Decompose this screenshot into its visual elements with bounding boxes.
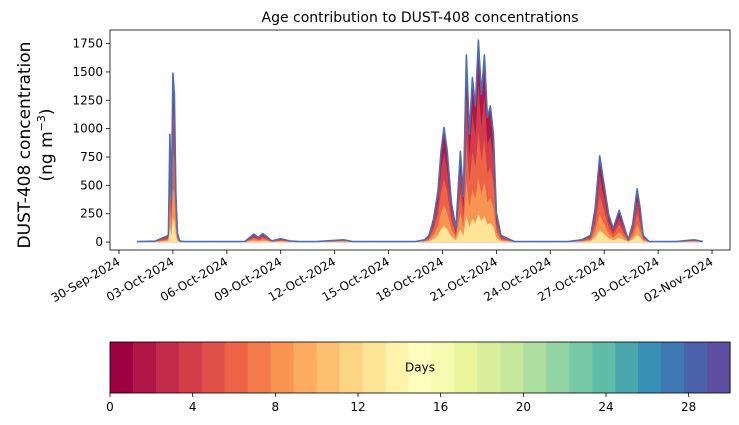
y-axis-ticks: 0 250 500 750 1000 1250 1500 1750 [72,37,110,249]
y-tick-label: 1500 [72,65,103,79]
total-series-line [136,39,704,243]
y-tick-label: 0 [95,235,103,249]
colorbar-tick-label: 24 [598,400,613,414]
colorbar-swatch [224,342,249,393]
colorbar-tick-label: 20 [516,400,531,414]
y-tick-label: 750 [80,150,103,164]
colorbar-swatch [155,342,180,393]
plot-frame [109,29,731,251]
colorbar-swatch [362,342,387,393]
colorbar-swatch [132,342,157,393]
total-line [136,39,704,243]
colorbar-swatch [431,342,456,393]
colorbar: Days 0 4 8 12 16 20 24 28 [106,341,731,414]
colorbar-swatch [523,342,547,393]
colorbar-frame [109,341,731,394]
colorbar-swatch [339,342,364,393]
colorbar-swatch [316,342,341,393]
colorbar-tick-label: 16 [433,400,448,414]
colorbar-swatch [110,342,134,393]
y-axis-label: DUST-408 concentration (ng m−3) [15,42,57,249]
colorbar-swatch [408,342,433,393]
y-tick-label: 1750 [72,37,103,51]
y-tick-label: 500 [80,178,103,192]
colorbar-swatch [385,342,410,393]
x-axis-ticks: 30-Sep-202403-Oct-202406-Oct-202409-Oct-… [49,250,716,305]
colorbar-tick-label: 8 [272,400,280,414]
colorbar-swatch [615,342,639,393]
colorbar-swatch [500,342,524,393]
colorbar-swatch [684,342,708,393]
colorbar-swatch [592,342,616,393]
y-tick-label: 250 [80,207,103,221]
colorbar-swatch [270,342,295,393]
y-tick-label: 1250 [72,93,103,107]
colorbar-swatch [293,342,318,393]
y-axis-label-line1: DUST-408 concentration [15,42,35,249]
colorbar-tick-label: 12 [350,400,365,414]
colorbar-swatch [247,342,272,393]
colorbar-swatch [707,342,731,393]
colorbar-tick-label: 28 [681,400,696,414]
colorbar-swatch [201,342,226,393]
y-axis-label-line2: (ng m−3) [35,108,57,181]
y-tick-label: 1000 [72,122,103,136]
colorbar-swatch [477,342,501,393]
colorbar-swatch [546,342,570,393]
colorbar-swatch [638,342,662,393]
chart-title: Age contribution to DUST-408 concentrati… [262,10,579,26]
colorbar-swatch [454,342,479,393]
colorbar-label: Days [405,361,435,375]
colorbar-tick-label: 0 [106,400,114,414]
colorbar-swatch [569,342,593,393]
colorbar-swatch [178,342,203,393]
colorbar-swatch [661,342,685,393]
colorbar-tick-label: 4 [189,400,197,414]
